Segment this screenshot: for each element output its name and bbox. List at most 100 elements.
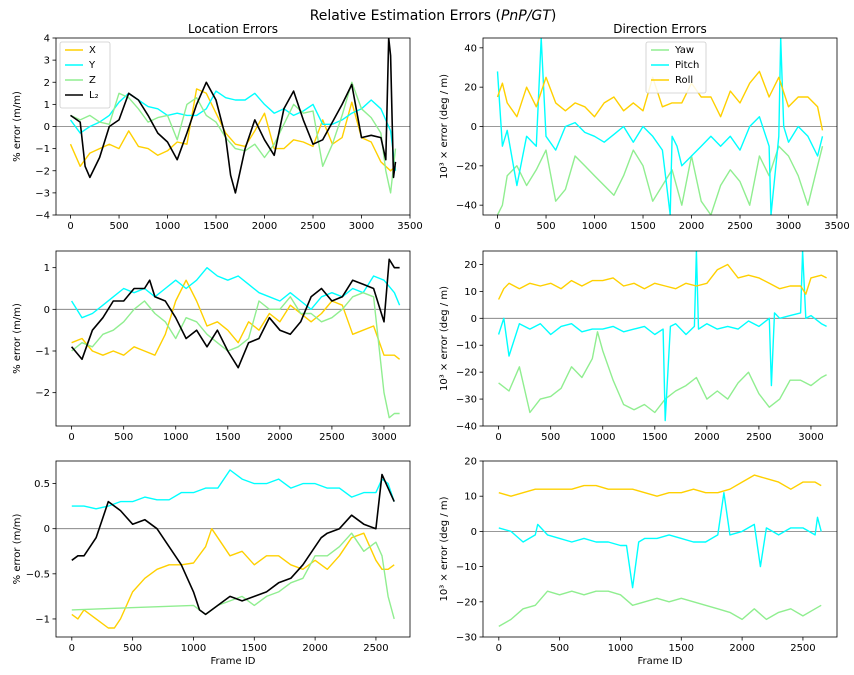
legend-label: Pitch (675, 60, 699, 71)
plot-frame (55, 460, 411, 638)
plot-frame (482, 250, 838, 427)
series-line-pitch (497, 251, 827, 422)
y-tick-label: −10 (456, 562, 477, 573)
legend-label: Z (89, 75, 96, 86)
y-tick-label: 0 (44, 524, 50, 535)
subplot-title: Direction Errors (613, 22, 707, 36)
x-tick-label: 2000 (679, 221, 704, 232)
subplot-loc2: 0 500 1000 1500 2000 2500 3000 −2 −1 0 1 % error (m… (12, 250, 411, 443)
y-tick-label: −2 (35, 388, 50, 399)
y-tick-label: 20 (464, 260, 477, 271)
x-tick-label: 0 (69, 643, 75, 654)
legend-box (59, 41, 111, 109)
x-tick-label: 3000 (371, 432, 396, 443)
x-tick-label: 500 (550, 643, 569, 654)
x-tick-label: 0 (495, 432, 501, 443)
y-tick-label: −3 (35, 188, 50, 199)
legend-label: Y (88, 60, 96, 71)
x-axis-label: Frame ID (638, 656, 683, 667)
y-tick-label: −1 (35, 347, 50, 358)
figure-suptitle: Relative Estimation Errors (PnP/GT) (310, 8, 557, 24)
series-line-y (71, 469, 395, 510)
x-tick-label: 0 (494, 221, 500, 232)
y-tick-label: −1 (35, 144, 50, 155)
subplot-grid: 0 500 1000 1500 2000 2500 3000 3500−4−3−2−10123… (12, 22, 850, 667)
y-tick-label: −20 (456, 161, 477, 172)
y-tick-label: 20 (464, 83, 477, 94)
series-line-l (70, 258, 400, 369)
x-tick-label: 1500 (203, 221, 228, 232)
legend-label: X (89, 45, 96, 56)
legend: XYZ L₂ (59, 41, 111, 109)
y-axis-label: 10³ × error (deg / m) (439, 74, 450, 179)
x-tick-label: 1500 (669, 643, 694, 654)
x-tick-label: 1500 (242, 643, 267, 654)
x-tick-label: 500 (109, 221, 128, 232)
y-tick-label: −0.5 (26, 569, 50, 580)
y-tick-label: −10 (456, 341, 477, 352)
x-tick-label: 1500 (642, 432, 667, 443)
y-axis-label: 10³ × error (deg / m) (439, 286, 450, 391)
x-tick-label: 500 (123, 643, 142, 654)
series-line-pitch (496, 38, 824, 215)
subplot-title: Location Errors (188, 22, 278, 36)
y-tick-label: −40 (456, 201, 477, 212)
x-tick-label: 2500 (300, 221, 325, 232)
y-tick-label: 10 (464, 287, 477, 298)
series-line-pitch (498, 492, 822, 589)
series-line-x (71, 528, 395, 629)
y-tick-label: 0 (471, 314, 477, 325)
y-tick-label: −4 (35, 211, 50, 222)
series-line-l (70, 38, 397, 194)
series-group (69, 38, 397, 194)
y-tick-label: 20 (464, 457, 477, 468)
y-axis-label: % error (m/m) (12, 91, 23, 162)
x-tick-label: 0 (68, 432, 74, 443)
x-tick-label: 1500 (630, 221, 655, 232)
x-tick-label: 1500 (215, 432, 240, 443)
x-tick-label: 1000 (155, 221, 180, 232)
y-tick-label: −30 (456, 633, 477, 644)
y-tick-label: −20 (456, 597, 477, 608)
x-tick-label: 500 (536, 221, 555, 232)
y-tick-label: 0 (44, 305, 50, 316)
x-tick-label: 2500 (790, 643, 815, 654)
x-tick-label: 3500 (824, 221, 849, 232)
x-tick-label: 1000 (590, 432, 615, 443)
y-tick-label: 1 (44, 263, 50, 274)
x-tick-label: 2000 (267, 432, 292, 443)
x-tick-label: 3500 (397, 221, 422, 232)
y-tick-label: 4 (44, 34, 50, 45)
x-tick-label: 1000 (163, 432, 188, 443)
y-tick-label: −1 (35, 614, 50, 625)
y-tick-label: 40 (464, 43, 477, 54)
x-tick-label: 2500 (363, 643, 388, 654)
x-tick-label: 1000 (608, 643, 633, 654)
y-tick-label: 0.5 (34, 479, 50, 490)
x-tick-label: 3000 (349, 221, 374, 232)
subplot-dir3: 0 500 1000 1500 2000 2500 −30 −20 −10 0 10 20 10³ × … (439, 457, 838, 667)
x-tick-label: 2500 (746, 432, 771, 443)
x-tick-label: 2500 (727, 221, 752, 232)
x-tick-label: 2000 (252, 221, 277, 232)
series-group (497, 251, 827, 422)
x-tick-label: 3000 (798, 432, 823, 443)
y-tick-label: −40 (456, 422, 477, 433)
legend: Yaw Pitch Roll (645, 41, 707, 94)
plot-frame (55, 250, 411, 427)
y-tick-label: 1 (44, 100, 50, 111)
subplot-loc1: 0 500 1000 1500 2000 2500 3000 3500 −4 −3 −2 −1 0 1 2 3… (12, 22, 423, 232)
y-tick-label: −30 (456, 395, 477, 406)
x-tick-label: 0 (496, 643, 502, 654)
y-axis-label: % error (m/m) (12, 303, 23, 374)
x-tick-label: 500 (541, 432, 560, 443)
x-tick-label: 1000 (582, 221, 607, 232)
series-line-x (69, 88, 396, 172)
series-line-l (71, 473, 395, 616)
legend-label: Roll (675, 75, 693, 86)
series-line-yaw (496, 145, 824, 215)
y-axis-label: 10³ × error (deg / m) (439, 496, 450, 601)
y-tick-label: 3 (44, 56, 50, 67)
subplot-dir1: 0 500 1000 1500 2000 2500 3000 3500 −40 −20 0 20 40 D… (439, 22, 850, 232)
